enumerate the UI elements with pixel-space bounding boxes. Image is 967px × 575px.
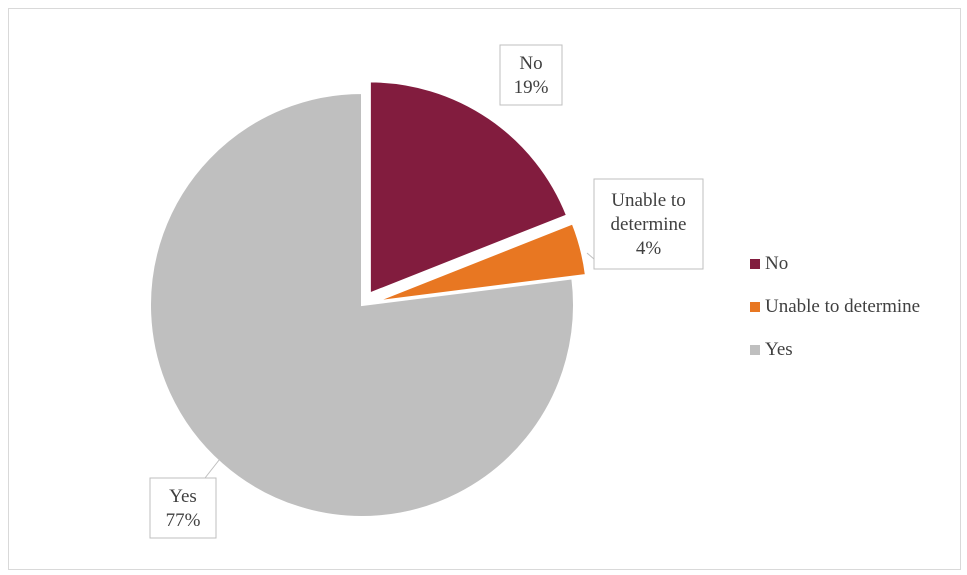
data-label-no-line-1: No (519, 53, 542, 74)
pie-slice-unable-to-determine (375, 222, 588, 303)
legend-swatch-unable-to-determine (750, 302, 760, 312)
data-label-no: No 19% (499, 44, 563, 106)
chart-frame: No 19% Unable to determine 4% Yes 77% No Unabl… (8, 8, 961, 570)
data-label-unable-to-determine-line-3: 4% (636, 238, 662, 259)
data-label-yes-line-2: 77% (166, 510, 201, 531)
legend-label-no: No (765, 253, 789, 274)
legend-swatch-no (750, 259, 760, 269)
pie-slice-yes (149, 91, 575, 518)
data-label-yes-line-1: Yes (169, 486, 197, 507)
legend: No Unable to determine Yes (750, 250, 920, 379)
data-label-unable-to-determine: Unable to determine 4% (586, 178, 704, 270)
data-label-yes: Yes 77% (149, 454, 224, 539)
legend-item-no: No (750, 250, 920, 278)
data-label-unable-to-determine-line-2: determine (611, 214, 687, 235)
pie-chart: No 19% Unable to determine 4% Yes 77% (149, 44, 704, 539)
pie-slice-no (368, 80, 569, 295)
legend-item-unable-to-determine: Unable to determine (750, 293, 920, 321)
legend-label-unable-to-determine: Unable to determine (765, 296, 921, 317)
data-label-unable-to-determine-line-1: Unable to (611, 190, 685, 211)
legend-swatch-yes (750, 345, 760, 355)
legend-label-yes: Yes (765, 339, 793, 360)
legend-item-yes: Yes (750, 336, 920, 364)
data-label-no-line-2: 19% (514, 77, 549, 98)
